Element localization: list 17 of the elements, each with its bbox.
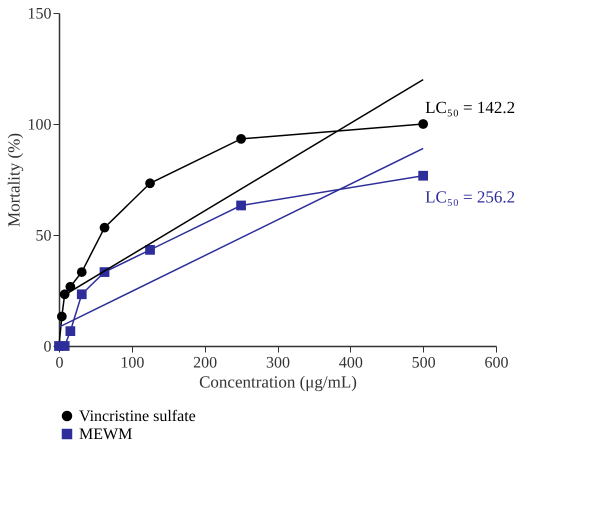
- annotation: LC₅₀ = 256.2: [425, 188, 516, 207]
- y-tick-label: 50: [36, 228, 52, 244]
- x-axis-title: Concentration (μg/mL): [199, 372, 357, 392]
- x-tick-label: 200: [193, 354, 218, 372]
- x-tick-label: 600: [484, 354, 508, 372]
- x-tick-label: 300: [266, 354, 290, 372]
- x-tick-label: 500: [412, 354, 436, 372]
- y-tick-label: 0: [44, 338, 52, 356]
- y-axis-title: Mortality (%): [4, 133, 24, 227]
- x-tick-label: 100: [120, 354, 144, 372]
- annotation: LC₅₀ = 142.2: [425, 98, 516, 117]
- y-tick-label: 100: [28, 116, 52, 134]
- legend-label: Vincristine sulfate: [79, 408, 196, 425]
- x-tick-label: 0: [56, 354, 64, 372]
- legend-label: MEWM: [79, 426, 132, 443]
- x-tick-label: 400: [338, 354, 363, 372]
- y-tick-label: 150: [28, 6, 52, 22]
